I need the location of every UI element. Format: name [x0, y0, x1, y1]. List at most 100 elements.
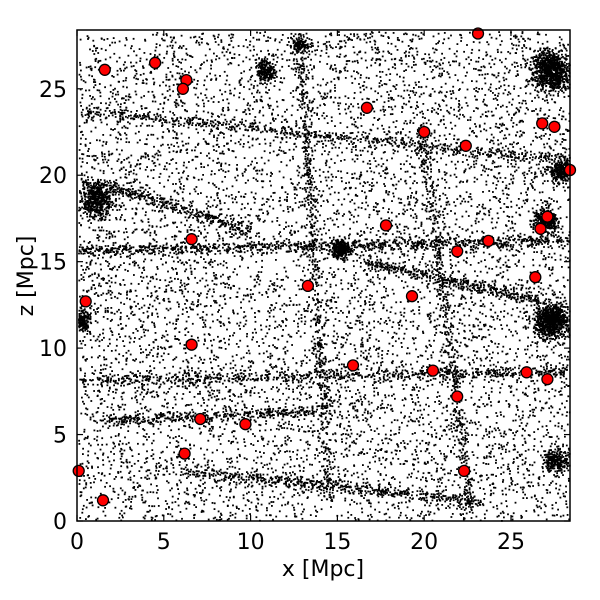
particle-point — [239, 222, 242, 224]
particle-point — [429, 312, 432, 315]
particle-point — [387, 50, 390, 53]
particle-point — [493, 486, 495, 489]
particle-point — [247, 135, 250, 138]
particle-point — [341, 441, 343, 443]
particle-point — [360, 398, 362, 401]
particle-point — [323, 150, 326, 152]
particle-point — [414, 403, 417, 406]
particle-point — [197, 226, 200, 229]
particle-point — [438, 210, 441, 213]
particle-point — [542, 182, 544, 185]
particle-point — [567, 469, 570, 472]
particle-point — [260, 455, 263, 458]
particle-point — [404, 514, 407, 517]
particle-point — [357, 419, 360, 422]
particle-point — [330, 468, 333, 471]
particle-point — [195, 186, 198, 188]
particle-point — [102, 172, 105, 175]
particle-point — [230, 194, 233, 196]
particle-point — [442, 100, 445, 102]
particle-point — [392, 336, 394, 338]
particle-point — [364, 303, 366, 306]
particle-point — [92, 39, 95, 42]
particle-point — [510, 385, 513, 388]
particle-point — [261, 204, 263, 206]
particle-point — [80, 252, 83, 255]
particle-point — [450, 267, 452, 269]
particle-point — [203, 503, 206, 506]
particle-point — [333, 465, 336, 468]
particle-point — [467, 215, 470, 217]
particle-point — [288, 304, 291, 306]
particle-point — [508, 266, 511, 268]
particle-point — [264, 142, 267, 145]
particle-point — [87, 116, 90, 119]
particle-point — [107, 164, 109, 167]
particle-point — [293, 512, 296, 515]
particle-point — [524, 440, 527, 443]
particle-point — [109, 467, 112, 470]
particle-point — [374, 90, 377, 93]
particle-point — [226, 266, 228, 269]
particle-point — [472, 335, 475, 338]
particle-point — [208, 133, 211, 135]
particle-point — [505, 186, 508, 189]
particle-point — [378, 457, 381, 460]
particle-point — [527, 326, 530, 329]
particle-point — [278, 399, 281, 401]
particle-point — [197, 219, 200, 221]
particle-point — [148, 344, 151, 346]
particle-point — [186, 487, 188, 490]
particle-point — [412, 320, 415, 323]
particle-point — [398, 426, 401, 429]
particle-point — [469, 235, 471, 238]
particle-point — [228, 405, 230, 408]
particle-point — [310, 186, 313, 189]
particle-point — [281, 444, 283, 446]
particle-point — [100, 364, 102, 367]
particle-point — [272, 501, 275, 503]
particle-point — [197, 384, 199, 387]
particle-point — [169, 307, 172, 310]
particle-point — [334, 146, 337, 149]
particle-point — [538, 478, 541, 480]
particle-point — [215, 481, 218, 484]
particle-point — [413, 166, 416, 169]
particle-point — [339, 142, 342, 145]
particle-point — [323, 220, 326, 222]
particle-point — [512, 288, 515, 291]
particle-point — [396, 354, 399, 357]
particle-point — [470, 153, 473, 155]
particle-point — [552, 149, 555, 152]
particle-point — [508, 69, 511, 72]
particle-point — [185, 507, 188, 510]
particle-point — [83, 336, 86, 338]
particle-point — [243, 441, 246, 443]
particle-point — [321, 451, 323, 453]
particle-point — [536, 136, 539, 139]
particle-point — [485, 129, 488, 132]
particle-point — [567, 331, 570, 333]
particle-point — [302, 120, 304, 122]
particle-point — [282, 392, 284, 395]
particle-point — [125, 99, 127, 102]
particle-point — [393, 433, 396, 436]
particle-point — [436, 469, 438, 472]
particle-point — [208, 48, 211, 51]
particle-point — [404, 496, 407, 499]
particle-point — [219, 487, 221, 490]
particle-point — [564, 495, 566, 498]
particle-point — [118, 292, 120, 295]
particle-point — [546, 99, 548, 102]
particle-point — [437, 481, 440, 483]
particle-point — [112, 129, 114, 131]
particle-point — [316, 490, 319, 492]
particle-point — [418, 498, 420, 500]
particle-point — [497, 51, 499, 53]
particle-point — [303, 308, 305, 310]
particle-point — [408, 473, 410, 476]
particle-point — [365, 76, 368, 79]
particle-point — [125, 176, 128, 179]
particle-point — [439, 350, 442, 353]
particle-point — [266, 319, 268, 321]
